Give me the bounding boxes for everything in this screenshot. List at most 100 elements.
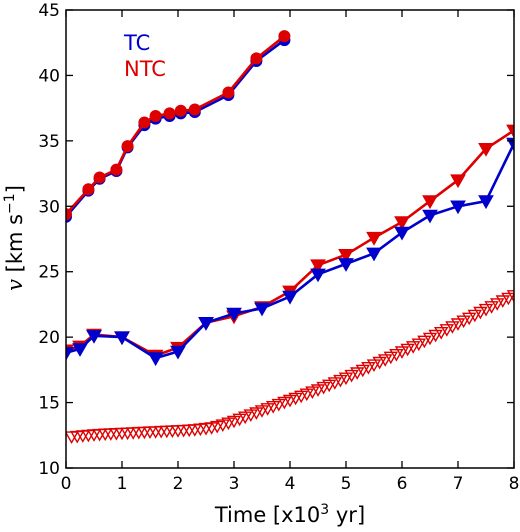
data-point (422, 332, 438, 346)
data-point (198, 317, 214, 331)
x-tick-label: 6 (397, 474, 408, 494)
series-ntc-triangle-down-open (66, 290, 514, 445)
legend-label-ntc: NTC (124, 57, 166, 81)
data-point (366, 359, 382, 373)
x-tick-label: 1 (117, 474, 128, 494)
data-point (383, 351, 399, 365)
data-point (321, 379, 337, 393)
data-point (338, 258, 354, 272)
y-tick-label: 35 (38, 132, 60, 152)
x-tick-label: 3 (229, 474, 240, 494)
data-point (86, 330, 102, 344)
data-point (495, 295, 511, 308)
data-point (338, 372, 354, 386)
x-tick-label: 5 (341, 474, 352, 494)
data-point (461, 312, 477, 326)
data-point (310, 268, 326, 283)
data-point (188, 103, 201, 116)
x-tick-label: 7 (453, 474, 464, 494)
x-axis-label: Time [x103 yr] (214, 502, 365, 527)
data-point (422, 209, 438, 224)
data-point (310, 259, 326, 274)
series-line (66, 35, 286, 215)
y-tick-label: 20 (38, 328, 60, 348)
data-point (222, 86, 235, 99)
y-axis-label-exponent: −1 (2, 193, 18, 214)
data-point (327, 377, 343, 390)
data-point (473, 306, 488, 320)
data-point (400, 343, 415, 357)
data-point (394, 226, 410, 241)
data-point (149, 109, 162, 122)
data-point (338, 249, 354, 263)
data-point (174, 104, 187, 117)
y-tick-label: 15 (38, 394, 60, 414)
x-tick-label: 4 (285, 474, 296, 494)
x-axis-label-unit: yr] (329, 503, 365, 527)
y-axis-label: v [km s−1] (2, 185, 27, 291)
data-point (349, 367, 365, 380)
data-point (478, 195, 494, 210)
data-point (282, 290, 298, 305)
data-point (428, 329, 443, 343)
series-line (66, 142, 514, 360)
data-point (147, 352, 164, 367)
series-line (66, 39, 286, 218)
plot-marks (66, 30, 514, 445)
data-point (433, 327, 449, 340)
x-tick-label: 0 (61, 474, 72, 494)
data-point (355, 364, 371, 378)
data-point (82, 183, 95, 196)
data-point (389, 349, 404, 362)
data-point (163, 107, 176, 120)
data-point (417, 335, 432, 349)
data-point (422, 195, 438, 210)
data-point (450, 318, 466, 331)
legend-label-tc: TC (123, 31, 150, 55)
y-tick-label: 40 (38, 66, 60, 86)
data-point (366, 231, 382, 246)
data-point (138, 116, 151, 129)
data-point (489, 298, 505, 311)
data-point (411, 338, 427, 352)
data-point (439, 324, 455, 337)
data-point (361, 362, 376, 375)
legend: TC NTC (123, 31, 166, 81)
data-point (478, 143, 494, 157)
series-tc-triangle-down (66, 137, 514, 367)
data-point (501, 292, 514, 306)
data-point (450, 174, 466, 189)
data-point (450, 200, 466, 215)
data-point (250, 52, 263, 65)
data-point (254, 302, 270, 317)
data-point (372, 356, 387, 370)
data-point (405, 341, 421, 354)
y-tick-label: 45 (38, 1, 60, 21)
y-tick-label: 25 (38, 263, 60, 283)
data-point (344, 369, 359, 383)
x-axis-label-text: Time [x10 (214, 503, 320, 527)
data-point (478, 303, 494, 317)
data-point (394, 346, 410, 359)
data-point (93, 171, 106, 184)
data-point (506, 290, 514, 303)
data-point (310, 384, 326, 397)
data-point (66, 347, 74, 361)
data-point (484, 301, 499, 314)
data-point (121, 140, 134, 153)
data-point (316, 381, 331, 395)
y-tick-label: 10 (38, 459, 60, 479)
data-point (366, 247, 382, 262)
data-point (506, 124, 514, 139)
y-tick-label: 30 (38, 197, 60, 217)
data-point (333, 374, 348, 388)
data-point (114, 331, 130, 346)
data-point (456, 315, 471, 329)
data-point (377, 354, 393, 367)
data-point (72, 343, 88, 357)
data-point (170, 345, 186, 360)
series-ntc-circle (66, 30, 291, 221)
y-axis-label-variable: v (3, 279, 27, 291)
data-point (110, 163, 123, 176)
x-axis-label-exponent: 3 (320, 502, 329, 518)
